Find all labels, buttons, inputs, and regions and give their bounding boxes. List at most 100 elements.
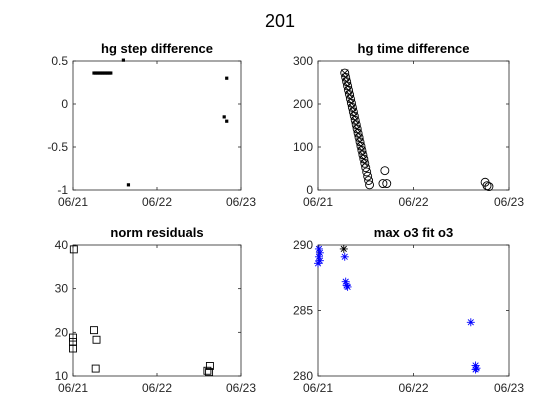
- axes-box: [72, 244, 242, 377]
- data-point: [69, 337, 77, 346]
- y-tick-label: 100: [293, 140, 313, 154]
- data-point: [346, 94, 355, 104]
- data-point: [100, 71, 104, 75]
- data-point: [357, 145, 367, 155]
- data-point: [355, 137, 365, 147]
- x-tick-label: 06/23: [494, 195, 524, 209]
- axes-box: [317, 244, 510, 377]
- subplot-3: norm residuals 06/21 06/22 06/23 10 20 30 40: [55, 225, 257, 395]
- data-points: [69, 245, 214, 377]
- x-tick-label: 06/22: [142, 195, 172, 209]
- data-point: [104, 71, 108, 75]
- data-point: [348, 107, 358, 117]
- data-point: [91, 364, 100, 373]
- y-tick-label: 285: [293, 304, 313, 318]
- data-point: [352, 124, 362, 134]
- data-point: [471, 365, 480, 374]
- data-point: [315, 256, 324, 265]
- data-point: [222, 115, 226, 119]
- data-point: [342, 77, 352, 87]
- data-point: [351, 120, 361, 130]
- data-point: [314, 244, 323, 253]
- data-point: [107, 71, 111, 75]
- x-tick-label: 06/22: [398, 195, 428, 209]
- data-point: [69, 333, 77, 342]
- y-tick-label: 200: [293, 97, 313, 111]
- x-tick-label: 06/23: [226, 381, 256, 395]
- y-tick-label: 40: [55, 238, 69, 252]
- subplot-4: max o3 fit o3 06/21 06/22 06/23 280 285 290: [293, 225, 524, 395]
- data-point: [360, 158, 370, 168]
- y-tick-label: 10: [55, 369, 69, 383]
- data-point: [354, 133, 364, 142]
- data-point: [341, 277, 350, 286]
- data-point: [361, 163, 371, 173]
- data-point: [69, 245, 78, 254]
- y-tick-label: 0.5: [51, 54, 68, 68]
- data-point: [358, 150, 368, 160]
- y-tick-label: 0: [306, 183, 313, 197]
- data-point: [343, 282, 352, 291]
- data-point: [225, 119, 229, 123]
- data-point: [340, 252, 349, 261]
- y-tick-label: -0.5: [47, 140, 68, 154]
- x-tick-label: 06/21: [58, 381, 88, 395]
- data-points: [340, 68, 494, 192]
- subplot-title: max o3 fit o3: [374, 225, 453, 240]
- data-point: [126, 183, 131, 187]
- data-point: [343, 81, 353, 91]
- data-point: [121, 58, 125, 62]
- data-point: [364, 176, 374, 185]
- data-point: [360, 159, 369, 168]
- data-point: [92, 71, 96, 75]
- data-point: [315, 248, 324, 257]
- figure-title: 201: [265, 11, 295, 31]
- y-tick-label: 300: [293, 54, 313, 68]
- subplot-title: hg time difference: [358, 41, 470, 56]
- data-point: [362, 167, 372, 177]
- data-point: [341, 72, 351, 82]
- data-point: [90, 326, 98, 335]
- data-point: [353, 128, 363, 138]
- data-point: [380, 166, 390, 176]
- data-point: [109, 71, 113, 75]
- x-tick-label: 06/21: [303, 195, 333, 209]
- data-point: [99, 71, 103, 75]
- data-point: [340, 68, 350, 78]
- subplot-1: hg step difference 06/21 06/22 06/23 -1 -0.5 0…: [47, 41, 256, 209]
- data-points: [92, 58, 229, 187]
- axes-box: [72, 60, 242, 191]
- data-point: [225, 76, 229, 80]
- x-tick-label: 06/22: [398, 381, 428, 395]
- data-point: [203, 366, 212, 375]
- data-point: [482, 181, 492, 191]
- data-point: [347, 102, 357, 112]
- x-tick-label: 06/23: [226, 195, 256, 209]
- x-tick-label: 06/22: [142, 381, 172, 395]
- data-point: [95, 71, 99, 75]
- plot-grid: hg step difference 06/21 06/22 06/23 -1 -0.5 0…: [47, 41, 524, 395]
- y-tick-label: -1: [57, 183, 68, 197]
- data-point: [344, 85, 354, 95]
- data-point: [102, 71, 106, 75]
- data-point: [378, 179, 388, 189]
- data-point: [346, 98, 356, 108]
- data-point: [345, 90, 354, 99]
- data-point: [314, 259, 322, 268]
- y-tick-label: 0: [61, 97, 68, 111]
- y-tick-label: 290: [293, 238, 313, 252]
- data-point: [205, 368, 214, 377]
- data-point: [105, 71, 110, 75]
- subplot-title: norm residuals: [110, 225, 203, 240]
- subplot-2: hg time difference 06/21 06/22 06/23 0 100 200…: [293, 41, 524, 209]
- data-point: [466, 318, 475, 327]
- x-tick-label: 06/23: [494, 381, 524, 395]
- data-point: [363, 171, 373, 181]
- data-point: [205, 362, 214, 370]
- data-points: [314, 244, 481, 374]
- data-point: [97, 71, 101, 75]
- data-point: [339, 244, 348, 253]
- x-tick-label: 06/21: [303, 381, 333, 395]
- subplot-title: hg step difference: [101, 41, 213, 56]
